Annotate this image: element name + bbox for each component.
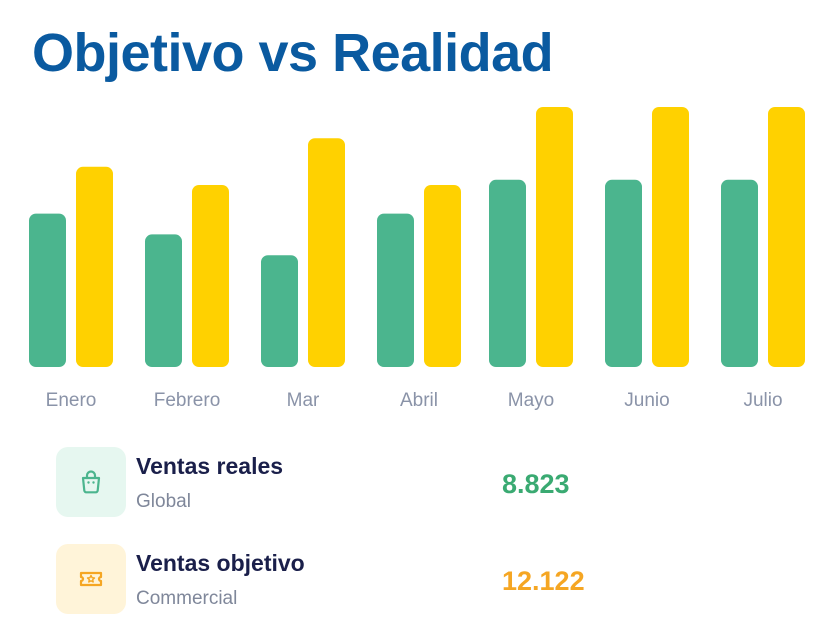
bar-real-mayo <box>489 179 526 367</box>
legend-name: Ventas reales <box>136 453 284 479</box>
x-tick-label: Junio <box>624 390 669 411</box>
bar-target-abril <box>424 185 461 367</box>
x-tick-label: Julio <box>743 390 782 411</box>
bar-target-mar <box>308 138 345 367</box>
legend-item-real: Ventas reales Global 8.823 <box>52 447 592 521</box>
bar-target-enero <box>76 166 113 367</box>
x-tick-label: Abril <box>400 390 438 411</box>
bar-real-julio <box>721 179 758 367</box>
bar-chart: Enero Febrero Mar Abril Mayo Junio Julio <box>29 107 805 411</box>
x-tick-label: Mayo <box>508 390 554 411</box>
legend-subtitle: Global <box>136 491 191 512</box>
shopping-bag-icon <box>56 447 126 517</box>
legend-item-target: Ventas objetivo Commercial 12.122 <box>52 544 592 618</box>
bar-real-abril <box>377 213 414 367</box>
chart-title: Objetivo vs Realidad <box>32 23 554 83</box>
bar-real-enero <box>29 213 66 367</box>
bar-real-febrero <box>145 234 182 367</box>
x-tick-label: Enero <box>46 390 97 411</box>
bar-target-mayo <box>536 107 573 367</box>
bar-target-junio <box>652 107 689 367</box>
ticket-icon <box>56 544 126 614</box>
bar-target-febrero <box>192 185 229 367</box>
bar-real-mar <box>261 255 298 367</box>
legend-value: 8.823 <box>502 469 570 499</box>
legend-subtitle: Commercial <box>136 588 238 609</box>
x-tick-label: Mar <box>287 390 320 411</box>
legend-name: Ventas objetivo <box>136 550 305 576</box>
bar-real-junio <box>605 179 642 367</box>
x-tick-label: Febrero <box>154 390 221 411</box>
legend-value: 12.122 <box>502 566 585 596</box>
bar-target-julio <box>768 107 805 367</box>
